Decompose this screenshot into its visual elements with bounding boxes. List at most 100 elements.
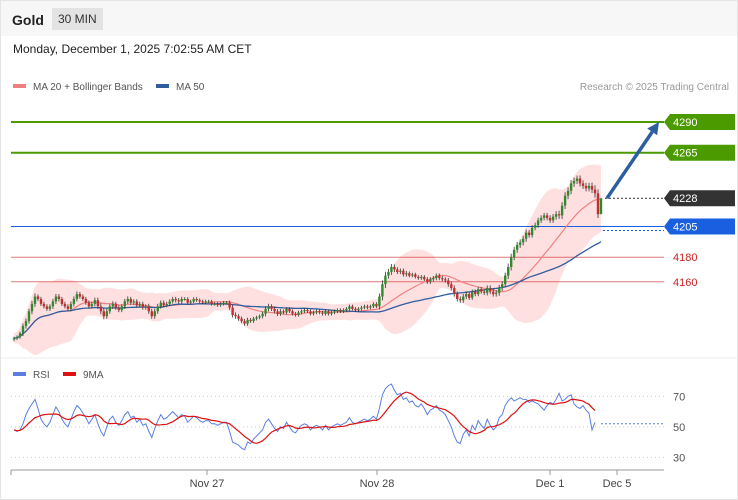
candle-body	[207, 301, 210, 303]
candle-body	[90, 303, 94, 307]
x-tick-label-2: Dec 1	[536, 478, 565, 490]
candle-body	[96, 300, 100, 307]
candle-body	[21, 326, 25, 334]
candle-body	[339, 310, 342, 312]
candle-body	[138, 303, 141, 306]
candle-body	[542, 215, 546, 218]
candle-body	[291, 311, 294, 314]
candle-body	[596, 193, 600, 215]
candle-body	[72, 299, 76, 304]
candle-body	[420, 276, 423, 279]
candle-body	[60, 299, 64, 304]
candle-body	[177, 300, 180, 302]
candle-body	[566, 190, 570, 196]
legend-swatch-0	[13, 84, 26, 88]
candle-body	[465, 294, 468, 297]
candle-body	[273, 308, 276, 312]
candle-body	[285, 308, 288, 313]
candle-body	[87, 302, 91, 307]
candle-body	[554, 214, 558, 217]
projection-arrow-shaft	[605, 130, 654, 200]
candle-body	[186, 299, 189, 303]
candle-body	[360, 307, 363, 309]
timeframe-selector[interactable]: 30 MIN	[52, 8, 103, 30]
candle-body	[563, 195, 567, 206]
candle-body	[471, 291, 474, 298]
candle-body	[450, 284, 453, 288]
candle-body	[510, 257, 513, 267]
candle-body	[572, 181, 576, 184]
legend-label-1: MA 50	[176, 82, 205, 93]
candle-body	[477, 289, 480, 294]
candle-body	[512, 249, 516, 258]
level-label-4290: 4290	[673, 117, 697, 129]
candle-body	[453, 287, 456, 294]
candle-body	[318, 311, 321, 313]
candle-body	[432, 278, 435, 280]
candle-body	[330, 312, 333, 314]
candle-body	[228, 302, 231, 308]
candle-body	[276, 311, 279, 314]
candle-body	[375, 303, 378, 307]
bollinger-band	[14, 164, 601, 356]
candle-body	[578, 178, 582, 184]
candle-body	[309, 311, 312, 314]
candle-body	[105, 311, 108, 317]
candle-body	[234, 315, 237, 317]
level-label-4160: 4160	[673, 277, 697, 289]
candle-body	[539, 217, 543, 221]
candle-body	[27, 311, 31, 322]
candle-body	[393, 267, 396, 270]
candle-body	[486, 287, 489, 293]
header-bar: Gold 30 MIN	[1, 1, 737, 36]
candle-body	[261, 313, 264, 317]
candle-body	[495, 292, 498, 294]
candle-body	[587, 185, 591, 189]
candle-body	[593, 189, 597, 194]
candle-body	[438, 275, 441, 279]
candle-body	[39, 299, 43, 304]
candle-body	[195, 299, 198, 301]
level-label-4205: 4205	[673, 221, 697, 233]
candle-body	[255, 317, 258, 319]
candle-body	[518, 242, 522, 245]
candle-body	[33, 296, 37, 304]
candle-body	[132, 301, 135, 303]
candle-body	[405, 273, 408, 275]
candle-body	[219, 303, 222, 306]
candle-body	[102, 311, 105, 317]
candle-body	[240, 318, 243, 322]
candle-body	[258, 316, 261, 318]
candle-body	[533, 225, 537, 228]
candle-body	[474, 291, 477, 295]
rsi-ma-line	[13, 391, 596, 444]
candle-body	[399, 270, 402, 272]
candle-body	[414, 274, 417, 277]
candle-body	[183, 299, 186, 300]
candle-body	[396, 269, 399, 272]
candle-body	[351, 306, 354, 309]
level-tag-4290	[664, 113, 735, 130]
candle-body	[189, 301, 192, 303]
x-tick-label-0: Nov 27	[190, 478, 225, 490]
candle-body	[198, 300, 201, 302]
candle-body	[501, 284, 504, 288]
level-label-4180: 4180	[673, 252, 697, 264]
candle-body	[42, 303, 46, 307]
candle-body	[345, 308, 348, 310]
candle-body	[231, 307, 234, 315]
candle-body	[210, 301, 213, 304]
candle-body	[569, 183, 573, 191]
candle-body	[114, 303, 117, 308]
candle-body	[423, 276, 426, 280]
candle-body	[411, 274, 414, 276]
rsi-legend-label-0: RSI	[33, 370, 50, 381]
candle-body	[141, 303, 144, 308]
level-tag-4265	[664, 144, 735, 161]
candle-body	[69, 303, 73, 309]
candle-body	[524, 232, 528, 239]
candle-body	[63, 303, 67, 307]
candle-body	[426, 279, 429, 282]
candle-body	[447, 280, 450, 285]
candle-body	[249, 319, 252, 322]
